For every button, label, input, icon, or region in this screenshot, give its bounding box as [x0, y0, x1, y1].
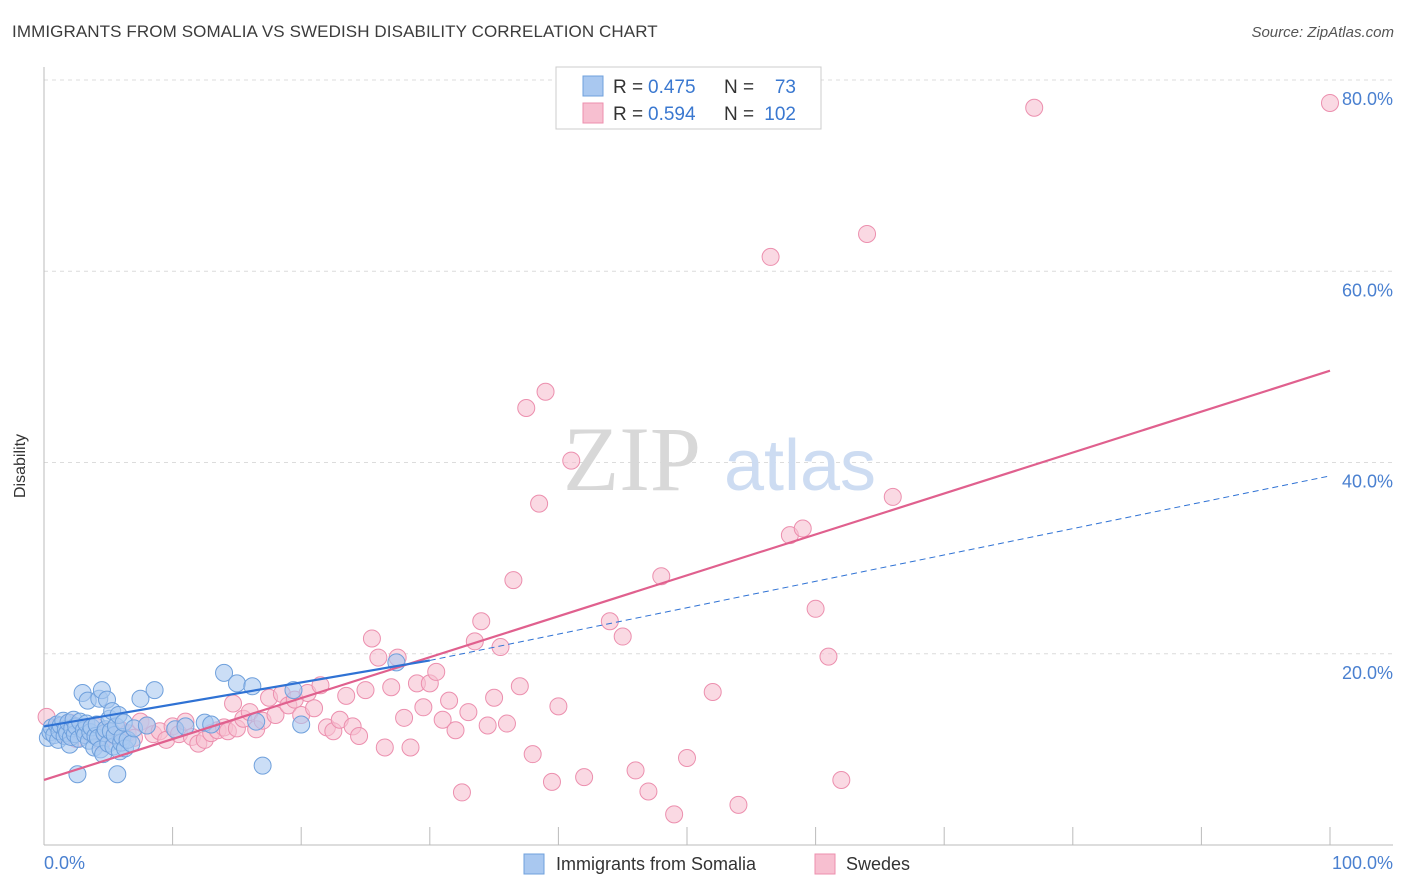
somalia-point-58 [131, 689, 150, 708]
swedes-point-96 [819, 647, 838, 666]
swedes-point-53 [375, 738, 394, 757]
somalia-point-48 [108, 765, 127, 784]
legend-r-label-swedes: R = [613, 104, 643, 125]
legend-n-label-somalia: N = [724, 77, 754, 98]
legend-r-label-somalia: R = [613, 77, 643, 98]
swedes-point-73 [504, 571, 523, 590]
chart-title: IMMIGRANTS FROM SOMALIA VS SWEDISH DISAB… [12, 22, 658, 41]
swedes-point-89 [678, 748, 696, 767]
swedes-point-65 [452, 783, 471, 802]
swedes-point-82 [575, 768, 594, 787]
axes [43, 67, 1393, 846]
swedes-point-91 [729, 795, 748, 814]
y-tick-label-1: 40.0% [1342, 472, 1393, 492]
swedes-point-51 [362, 629, 381, 648]
legend-n-value-swedes: 102 [764, 104, 796, 125]
swedes-point-66 [459, 703, 478, 722]
swedes-point-98 [858, 224, 877, 243]
source-credit: Source: ZipAtlas.com [1251, 24, 1394, 41]
swedes-point-99 [883, 487, 902, 506]
swedes-point-50 [356, 681, 375, 700]
swedes-point-90 [703, 683, 722, 701]
trend-lines [43, 369, 1331, 782]
swedes-point-67 [465, 632, 484, 651]
somalia-point-66 [227, 674, 246, 693]
somalia-point-71 [292, 715, 311, 734]
swedes-point-95 [806, 599, 825, 618]
swedes-point-87 [652, 567, 671, 586]
bottom-legend-swatch-swedes [814, 853, 836, 875]
swedes-point-94 [793, 519, 812, 538]
y-tick-label-2: 60.0% [1342, 280, 1393, 300]
swedes-point-100 [1025, 98, 1044, 117]
x-tick-label-min: 0.0% [44, 853, 85, 873]
bottom-legend-label-somalia: Immigrants from Somalia [556, 854, 757, 874]
swedes-point-54 [382, 678, 401, 697]
legend-n-value-somalia: 73 [775, 77, 796, 98]
swedes-point-77 [530, 494, 549, 513]
swedes-point-81 [562, 451, 581, 470]
x-tick-label-max: 100.0% [1332, 853, 1393, 873]
bottom-legend-swatch-somalia [523, 853, 545, 875]
legend-swatch-somalia [582, 75, 604, 97]
bottom-legend-label-swedes: Swedes [846, 854, 910, 874]
somalia-point-65 [215, 663, 234, 682]
swedes-trend-line [43, 369, 1331, 782]
swedes-point-71 [491, 638, 510, 657]
y-tick-label-0: 20.0% [1342, 663, 1393, 683]
legend-swatch-swedes [582, 102, 604, 124]
swedes-point-80 [549, 697, 568, 716]
swedes-point-88 [665, 805, 684, 824]
somalia-point-59 [137, 716, 156, 735]
swedes-point-52 [369, 648, 388, 667]
somalia-trend-line [43, 659, 430, 728]
y-tick-label-3: 80.0% [1342, 89, 1393, 109]
swedes-point-69 [478, 716, 497, 735]
swedes-point-79 [542, 772, 561, 791]
watermark: ZIP atlas [563, 408, 876, 510]
somalia-point-60 [145, 681, 164, 700]
swedes-point-76 [523, 745, 542, 764]
swedes-point-85 [626, 761, 645, 780]
swedes-point-63 [440, 691, 459, 710]
swedes-point-74 [510, 677, 529, 696]
swedes-point-92 [761, 247, 780, 266]
swedes-point-56 [395, 708, 414, 727]
swedes-point-70 [485, 688, 504, 707]
somalia-point-70 [284, 681, 303, 700]
legend-n-label-swedes: N = [724, 104, 754, 125]
swedes-point-49 [350, 726, 369, 745]
swedes-point-64 [446, 721, 465, 740]
swedes-point-42 [305, 699, 324, 718]
swedes-point-68 [472, 612, 491, 631]
somalia-trend-extension [429, 475, 1331, 661]
somalia-points [38, 653, 406, 784]
series-legend: Immigrants from Somalia Swedes [523, 853, 910, 875]
swedes-point-75 [517, 398, 536, 417]
swedes-point-84 [613, 627, 632, 646]
stats-legend: R = 0.475 N = 73 R = 0.594 N = 102 [555, 66, 822, 130]
swedes-point-72 [497, 714, 516, 733]
grid-lines [44, 79, 1393, 655]
swedes-point-47 [337, 686, 356, 705]
somalia-point-68 [247, 712, 266, 731]
swedes-point-62 [433, 710, 452, 729]
swedes-point-59 [414, 698, 433, 717]
legend-r-value-somalia: 0.475 [648, 77, 696, 98]
swedes-point-29 [224, 694, 243, 713]
swedes-point-83 [600, 612, 619, 631]
y-tick-labels: 20.0% 40.0% 60.0% 80.0% [1342, 89, 1393, 683]
swedes-point-78 [536, 382, 555, 401]
swedes-point-101 [1321, 93, 1339, 112]
swedes-point-61 [427, 662, 446, 681]
swedes-point-97 [832, 770, 851, 789]
swedes-point-86 [639, 782, 658, 801]
watermark-atlas: atlas [724, 426, 876, 506]
somalia-point-69 [253, 756, 272, 775]
swedes-point-57 [401, 738, 420, 757]
legend-r-value-swedes: 0.594 [648, 104, 696, 125]
watermark-zip: ZIP [563, 408, 701, 510]
